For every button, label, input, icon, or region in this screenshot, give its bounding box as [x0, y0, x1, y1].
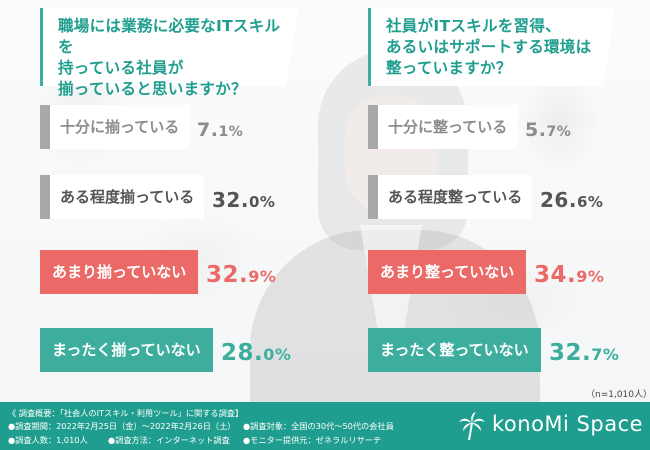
percentage-decimal: 9%: [248, 267, 277, 286]
percentage-decimal: 9%: [576, 267, 605, 286]
percentage-decimal: 0%: [263, 345, 292, 364]
question-accent-bar: [368, 8, 371, 86]
answer-percentage: 28.0%: [221, 328, 291, 372]
question-text-1: 職場には業務に必要なITスキルを 持っている社員が 揃っていると思いますか？: [58, 17, 281, 98]
answer-label: 十分に整っている: [378, 105, 518, 149]
percentage-integer: 32.: [212, 188, 249, 212]
answer-accent: [40, 175, 50, 219]
survey-target: ●調査対象：全国の30代～50代の会社員: [243, 421, 394, 431]
percentage-decimal: 7%: [546, 124, 572, 140]
percentage-decimal: 6%: [576, 193, 604, 211]
question-accent-bar: [40, 8, 43, 86]
survey-provider: ●モニター提供元：ゼネラルリサーチ: [243, 435, 382, 445]
answer-label: まったく揃っていない: [40, 328, 213, 372]
answer-label: ある程度揃っている: [50, 175, 205, 219]
percentage-integer: 28.: [221, 340, 264, 366]
answer-percentage: 5.7%: [525, 105, 571, 149]
percentage-integer: 32.: [206, 262, 249, 288]
percentage-integer: 5.: [525, 119, 547, 141]
answer-percentage: 34.9%: [534, 250, 604, 294]
percentage-integer: 7.: [197, 119, 219, 141]
answer-label: あまり揃っていない: [40, 250, 199, 294]
question-box-fold: [603, 8, 615, 86]
sample-size-note: （n=1,010人）: [586, 390, 650, 400]
question-box-fold: [286, 8, 298, 86]
question-box-1: 職場には業務に必要なITスキルを 持っている社員が 揃っていると思いますか？: [40, 8, 298, 98]
answer-percentage: 32.0%: [212, 175, 275, 219]
percentage-decimal: 0%: [248, 193, 276, 211]
answer-percentage: 32.9%: [206, 250, 276, 294]
percentage-decimal: 1%: [218, 124, 244, 140]
answer-percentage: 32.7%: [549, 328, 619, 372]
percentage-integer: 32.: [549, 340, 592, 366]
answer-accent: [368, 175, 378, 219]
survey-title: 《 調査概要：「社会人のITスキル・利用ツール」に関する調査】: [8, 408, 244, 418]
answer-accent: [368, 105, 378, 149]
question-text-2: 社員がITスキルを習得、 あるいはサポートする環境は 整っていますか？: [386, 17, 592, 77]
percentage-integer: 26.: [540, 188, 577, 212]
answer-label: あまり整っていない: [368, 250, 527, 294]
survey-count: ●調査人数：1,010人: [8, 435, 88, 445]
answer-label: まったく整っていない: [368, 328, 541, 372]
percentage-decimal: 7%: [591, 345, 620, 364]
answer-label: ある程度整っている: [378, 175, 533, 219]
footer: 《 調査概要：「社会人のITスキル・利用ツール」に関する調査】 ●調査期間：20…: [0, 402, 650, 450]
question-box-2: 社員がITスキルを習得、 あるいはサポートする環境は 整っていますか？: [368, 8, 615, 86]
survey-period: ●調査期間：2022年2月25日（金）～2022年2月26日（土）: [8, 421, 236, 431]
answer-accent: [40, 105, 50, 149]
answer-label: 十分に揃っている: [50, 105, 190, 149]
answer-percentage: 26.6%: [540, 175, 603, 219]
percentage-integer: 34.: [534, 262, 577, 288]
palm-tree-icon: [459, 412, 485, 441]
survey-method: ●調査方法：インターネット調査: [108, 435, 230, 445]
brand-logo-text: konoMi Space: [492, 412, 644, 436]
answer-percentage: 7.1%: [197, 105, 243, 149]
